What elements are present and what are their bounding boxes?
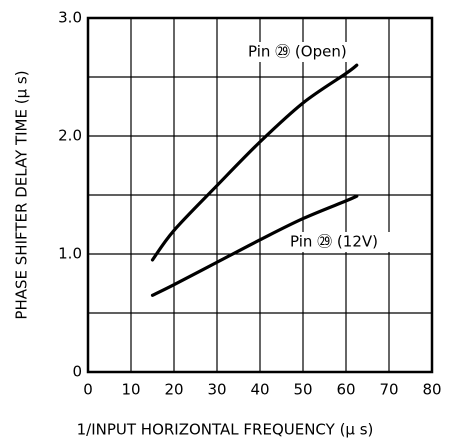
y-axis-label: PHASE SHIFTER DELAY TIME (μ s)	[13, 70, 31, 319]
x-axis-label: 1/INPUT HORIZONTAL FREQUENCY (μ s)	[77, 421, 374, 439]
y-tick-label: 3.0	[58, 9, 82, 27]
x-tick-label: 60	[336, 381, 355, 399]
y-tick-label: 2.0	[58, 127, 82, 145]
series-line	[150, 194, 359, 297]
x-tick-label: 10	[121, 381, 140, 399]
x-tick-label: 40	[250, 381, 269, 399]
series-line	[150, 63, 359, 262]
y-tick-label: 0	[72, 363, 82, 381]
series-label: Pin ㉙ (Open)	[248, 43, 347, 61]
plot-frame	[86, 16, 434, 374]
y-tick-label: 1.0	[58, 245, 82, 263]
x-tick-label: 80	[422, 381, 441, 399]
x-tick-label: 20	[164, 381, 183, 399]
x-tick-label: 0	[83, 381, 93, 399]
series-label-bg	[288, 232, 422, 252]
series-label-bg	[246, 42, 380, 62]
x-tick-label: 30	[207, 381, 226, 399]
x-tick-label: 50	[293, 381, 312, 399]
x-tick-label: 70	[379, 381, 398, 399]
series-label: Pin ㉙ (12V)	[290, 233, 378, 251]
